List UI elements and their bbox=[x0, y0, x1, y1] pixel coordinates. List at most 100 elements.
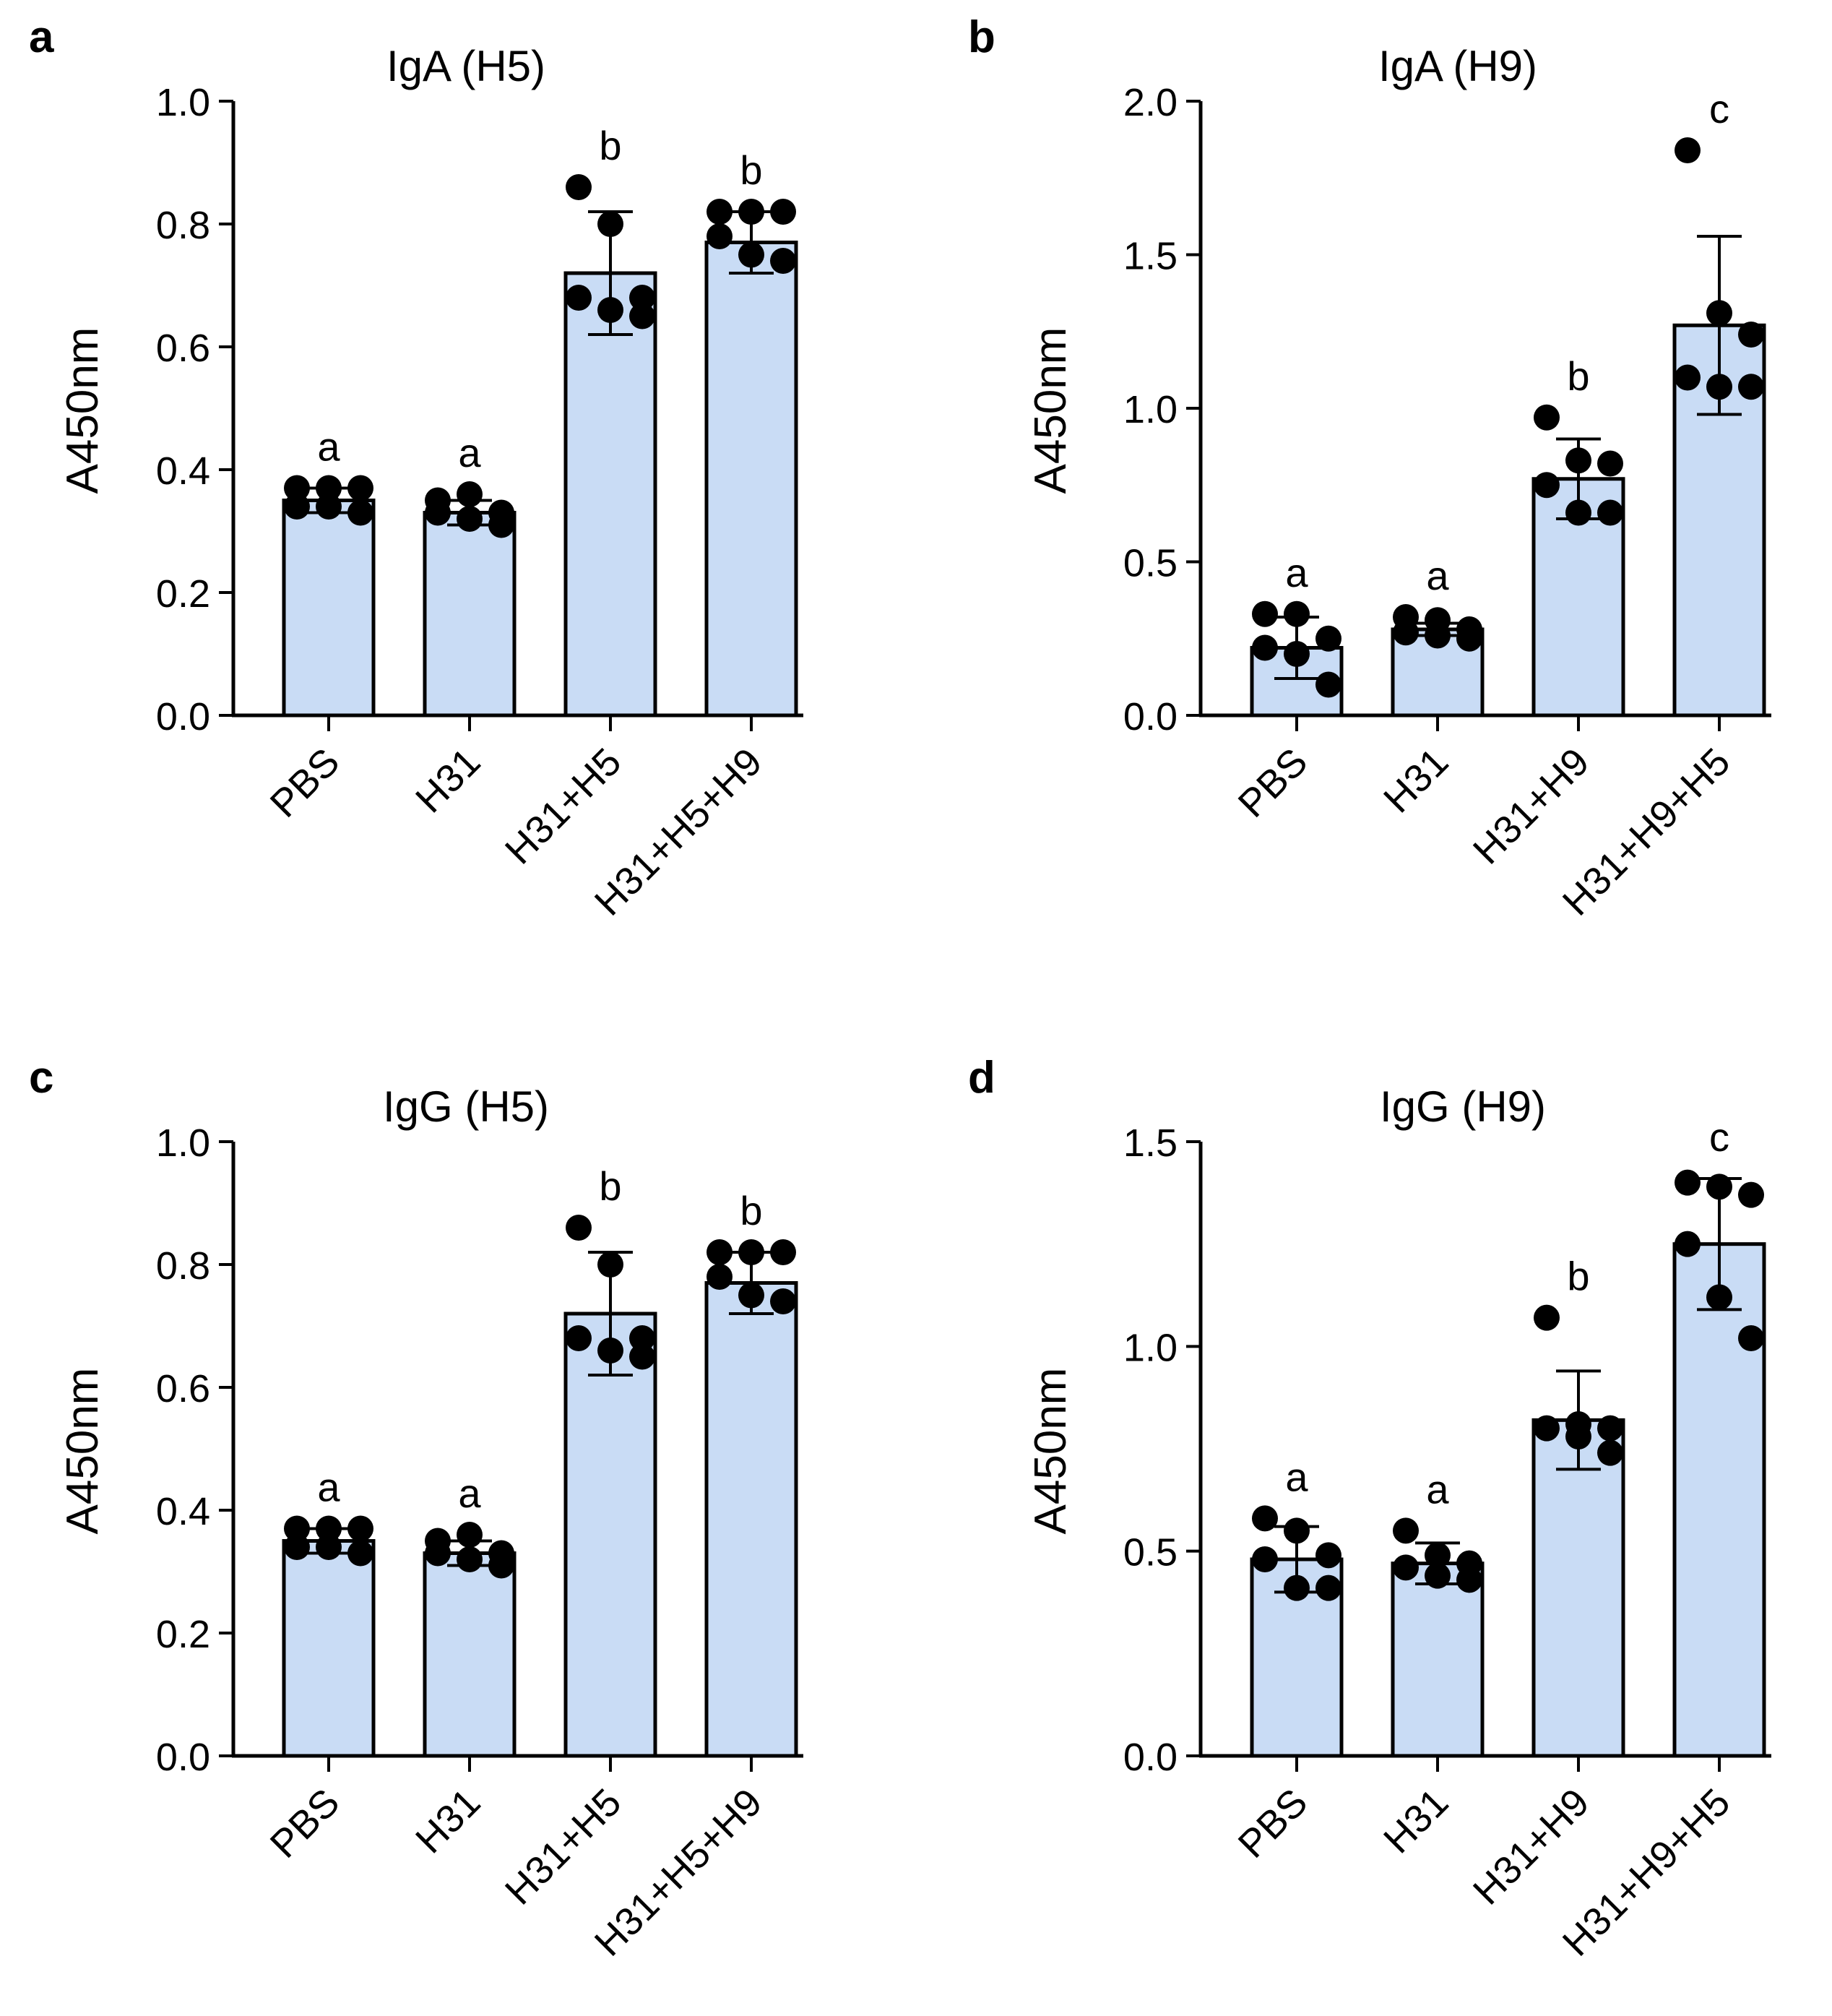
y-tick-label: 0.0 bbox=[156, 1736, 210, 1779]
data-point bbox=[457, 1546, 483, 1572]
y-tick-label: 0.4 bbox=[156, 449, 210, 493]
x-tick-label: H31 bbox=[1375, 1780, 1456, 1861]
panel-d: d IgG (H9) A450nm 0.0 0.5 1.0 1.5 a a b c PBS H… bbox=[968, 1053, 1771, 1965]
data-point bbox=[738, 1239, 764, 1265]
data-point bbox=[1252, 1546, 1278, 1572]
significance-label: a bbox=[1285, 1454, 1308, 1499]
panel-c: c IgG (H5) A450nm 0.0 0.2 0.4 0.6 0.8 1.0 a a b… bbox=[29, 1053, 803, 1965]
data-point bbox=[1675, 1231, 1701, 1257]
y-tick-label: 0.2 bbox=[156, 1613, 210, 1656]
data-point bbox=[1706, 374, 1732, 400]
chart-title: IgA (H5) bbox=[386, 42, 545, 90]
significance-label: a bbox=[1285, 550, 1308, 595]
x-tick-label: H31+H5 bbox=[497, 1780, 630, 1913]
data-point bbox=[1534, 404, 1560, 431]
data-point bbox=[566, 285, 592, 311]
data-point bbox=[738, 241, 764, 268]
bars bbox=[1250, 1242, 1766, 1758]
data-point bbox=[1565, 499, 1591, 526]
y-tick-label: 0.5 bbox=[1123, 1531, 1178, 1575]
error-bars bbox=[306, 1251, 774, 1567]
data-point bbox=[1315, 671, 1341, 698]
y-tick-label: 1.0 bbox=[156, 81, 210, 124]
data-point bbox=[566, 174, 592, 200]
y-axis-label: A450nm bbox=[58, 327, 108, 494]
data-point bbox=[707, 199, 733, 225]
bar bbox=[282, 499, 376, 718]
data-point bbox=[629, 1343, 655, 1370]
data-point bbox=[629, 285, 655, 311]
significance-label: a bbox=[1426, 1466, 1449, 1512]
data-point bbox=[1706, 1173, 1732, 1200]
data-point bbox=[1706, 300, 1732, 327]
y-tick-label: 1.0 bbox=[156, 1121, 210, 1165]
error-bars bbox=[306, 210, 774, 527]
significance-label: b bbox=[599, 1163, 621, 1209]
data-point bbox=[284, 1515, 310, 1542]
data-point bbox=[1252, 600, 1278, 627]
bar bbox=[704, 1281, 798, 1758]
data-point bbox=[1393, 1554, 1419, 1581]
data-point bbox=[457, 481, 483, 507]
data-point bbox=[1284, 641, 1310, 667]
error-bars bbox=[1274, 235, 1742, 680]
bar bbox=[1672, 1242, 1766, 1758]
y-tick-label: 0.6 bbox=[156, 1367, 210, 1410]
data-point bbox=[1597, 1415, 1623, 1442]
data-point bbox=[1425, 1542, 1451, 1569]
significance-label: b bbox=[1567, 1254, 1589, 1299]
data-point bbox=[1597, 450, 1623, 477]
data-point bbox=[488, 1552, 514, 1579]
axes bbox=[231, 101, 803, 731]
y-ticks: 0.0 0.5 1.0 1.5 bbox=[1123, 1121, 1201, 1779]
significance-labels: a a b b bbox=[317, 1163, 762, 1516]
data-point bbox=[707, 223, 733, 249]
data-points bbox=[1252, 1169, 1764, 1601]
data-point bbox=[347, 475, 373, 501]
y-tick-label: 1.5 bbox=[1123, 235, 1178, 278]
y-tick-label: 0.4 bbox=[156, 1490, 210, 1533]
data-point bbox=[1315, 1575, 1341, 1601]
data-point bbox=[597, 1252, 623, 1278]
chart-title: IgG (H5) bbox=[383, 1082, 549, 1131]
y-tick-label: 0.2 bbox=[156, 572, 210, 616]
y-ticks: 0.0 0.2 0.4 0.6 0.8 1.0 bbox=[156, 81, 233, 738]
data-point bbox=[1284, 600, 1310, 627]
significance-labels: a a b c bbox=[1285, 1114, 1729, 1512]
y-tick-label: 0.8 bbox=[156, 1244, 210, 1288]
data-point bbox=[425, 1540, 451, 1567]
data-point bbox=[738, 199, 764, 225]
data-point bbox=[770, 1239, 796, 1265]
data-point bbox=[316, 1534, 342, 1560]
data-point bbox=[1252, 634, 1278, 661]
bar bbox=[704, 241, 798, 718]
y-ticks: 0.0 0.5 1.0 1.5 2.0 bbox=[1123, 81, 1201, 738]
significance-labels: a a b b bbox=[317, 123, 762, 475]
significance-label: b bbox=[740, 147, 762, 193]
data-point bbox=[1425, 1562, 1451, 1589]
data-point bbox=[1393, 1517, 1419, 1544]
significance-label: a bbox=[458, 1470, 481, 1516]
axes bbox=[1198, 101, 1771, 731]
data-point bbox=[770, 248, 796, 274]
data-points bbox=[1252, 137, 1764, 698]
y-tick-label: 0.5 bbox=[1123, 542, 1178, 585]
y-tick-label: 0.8 bbox=[156, 204, 210, 247]
data-point bbox=[707, 1239, 733, 1265]
data-point bbox=[1738, 1325, 1764, 1351]
bar bbox=[563, 1311, 657, 1758]
panel-b: b IgA (H9) A450nm 0.0 0.5 1.0 1.5 2.0 a a b c P… bbox=[968, 12, 1771, 924]
significance-label: b bbox=[740, 1188, 762, 1233]
significance-label: a bbox=[317, 424, 340, 470]
data-point bbox=[1252, 1505, 1278, 1532]
x-tick-label: H31+H9 bbox=[1465, 1780, 1598, 1913]
data-point bbox=[284, 1534, 310, 1560]
panel-letter: b bbox=[968, 12, 995, 62]
significance-label: a bbox=[1426, 553, 1449, 598]
data-point bbox=[488, 512, 514, 538]
